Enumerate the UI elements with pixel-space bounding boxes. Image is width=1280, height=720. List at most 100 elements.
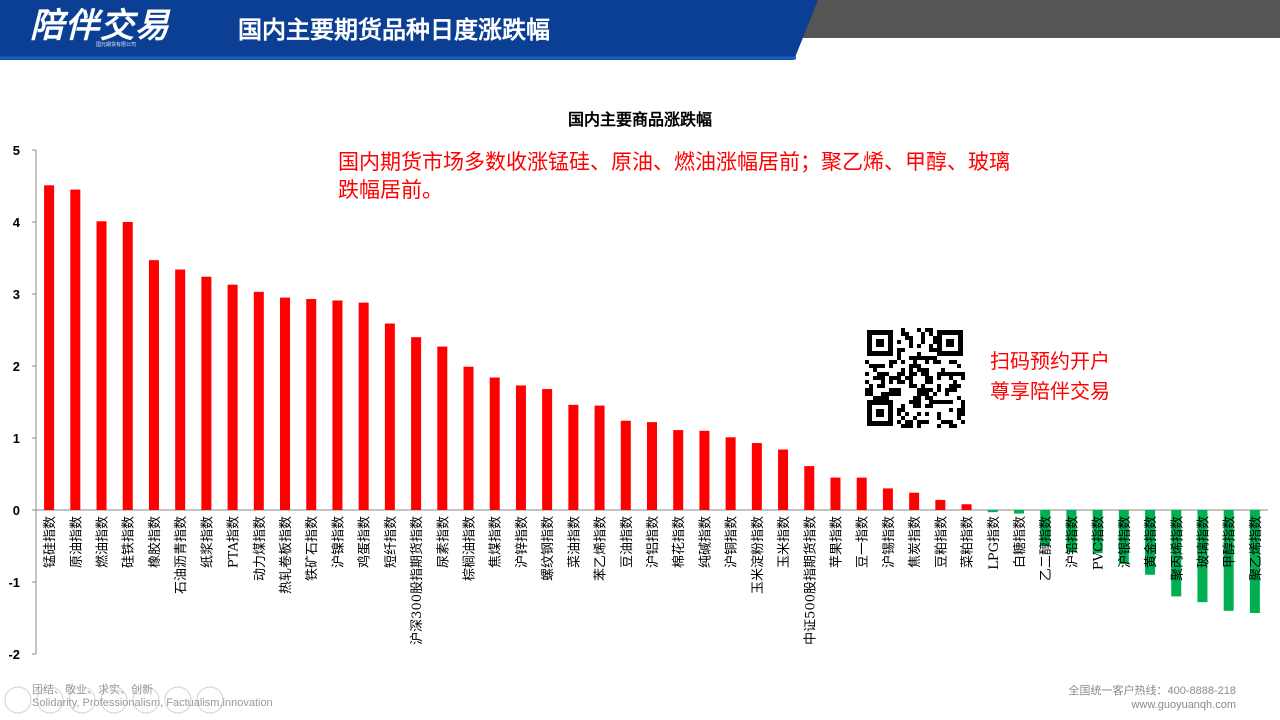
- bar: [489, 377, 500, 510]
- brand-company: 国元期货有限公司: [96, 42, 137, 48]
- bar: [148, 260, 159, 510]
- x-tick-label: 豆油指数: [620, 516, 635, 568]
- qr-caption: 扫码预约开户 尊享陪伴交易: [990, 346, 1110, 406]
- x-tick-label: PTA指数: [227, 516, 242, 568]
- y-tick-label: -2: [8, 647, 20, 662]
- x-tick-label: 沪深300股指期货指数: [409, 516, 425, 645]
- x-tick-label: 焦煤指数: [489, 516, 504, 568]
- hotline: 全国统一客户热线：400-8888-218: [1068, 685, 1236, 697]
- website: www.guoyuanqh.com: [1131, 699, 1236, 711]
- bar: [673, 430, 684, 510]
- x-tick-label: LPG指数: [987, 516, 1002, 570]
- bar: [725, 437, 736, 510]
- x-tick-label: 动力煤指数: [253, 516, 268, 581]
- brand-logo: 陪伴交易 国元期货有限公司: [30, 6, 180, 52]
- bar: [1249, 510, 1260, 613]
- qr-code-icon: [864, 327, 966, 429]
- y-tick-label: 1: [13, 431, 20, 446]
- bar: [437, 346, 448, 510]
- x-tick-label: PVC指数: [1092, 516, 1107, 570]
- bar: [1118, 510, 1129, 564]
- x-tick-label: 热轧卷板指数: [278, 516, 294, 594]
- x-tick-label: 尿素指数: [436, 516, 451, 568]
- x-tick-labels: 锰硅指数 原油指数 燃油指数 硅铁指数 橡胶指数 石油沥青指数 纸浆指数 PTA指数 动力煤指数…: [43, 516, 1264, 645]
- bar: [961, 504, 972, 510]
- bar: [306, 299, 317, 510]
- bar: [1223, 510, 1234, 611]
- bar: [1145, 510, 1156, 575]
- x-tick-label: 石油沥青指数: [174, 516, 189, 594]
- y-tick-label: -1: [8, 575, 20, 590]
- bar: [463, 366, 474, 510]
- page-title: 国内主要期货品种日度涨跌幅: [238, 16, 550, 44]
- x-tick-label: 螺纹钢指数: [541, 516, 556, 581]
- x-tick-label: 沪银指数: [1117, 516, 1133, 568]
- x-tick-label: 棕榈油指数: [463, 516, 478, 581]
- bar: [1197, 510, 1208, 603]
- x-tick-label: 乙二醇指数: [1038, 516, 1054, 581]
- x-tick-label: 玉米指数: [777, 516, 792, 568]
- bar: [70, 189, 81, 510]
- chart-title: 国内主要商品涨跌幅: [567, 110, 712, 129]
- brand-name: 陪伴交易: [30, 6, 170, 46]
- bar: [935, 499, 946, 510]
- x-tick-label: 燃油指数: [95, 516, 111, 568]
- bar: [699, 430, 710, 510]
- x-tick-label: 黄金指数: [1143, 516, 1159, 568]
- x-tick-label: 棉花指数: [671, 516, 687, 568]
- x-tick-label: 豆一指数: [856, 516, 871, 568]
- bar: [358, 302, 369, 510]
- bar: [1092, 510, 1103, 554]
- x-tick-label: 鸡蛋指数: [357, 516, 373, 568]
- bar: [751, 443, 762, 510]
- bar: [96, 221, 107, 510]
- bar: [647, 422, 657, 510]
- y-tick-label: 4: [13, 215, 21, 230]
- x-tick-label: 沪铅指数: [1064, 516, 1080, 568]
- bar: [830, 477, 841, 510]
- x-tick-label: 沪锌指数: [514, 516, 530, 568]
- bar: [856, 477, 867, 510]
- x-tick-label: 硅铁指数: [122, 516, 137, 568]
- bar: [201, 276, 212, 510]
- bar: [227, 284, 238, 510]
- x-tick-label: 苯乙烯指数: [594, 516, 609, 581]
- x-tick-label: 菜粕指数: [961, 516, 976, 568]
- bar: [175, 269, 186, 510]
- motto-en: Solidarity, Professionalism, Factualism,…: [32, 697, 273, 709]
- x-tick-label: 焦炭指数: [908, 516, 923, 568]
- bar: [778, 449, 789, 510]
- y-tick-label: 2: [13, 359, 20, 374]
- x-tick-label: 纯碱指数: [698, 516, 713, 568]
- bar: [987, 510, 998, 513]
- x-tick-label: 玉米淀粉指数: [751, 516, 766, 594]
- x-tick-label: 锰硅指数: [43, 516, 58, 568]
- bar: [882, 488, 893, 510]
- footer-decoration: [4, 686, 224, 714]
- footer-contact: 全国统一客户热线：400-8888-218 www.guoyuanqh.com: [1068, 684, 1236, 712]
- bar: [280, 297, 291, 510]
- x-tick-label: 沪铜指数: [724, 516, 740, 568]
- motto-cn: 团结、敬业、求实、创新: [32, 684, 153, 696]
- bar: [542, 389, 553, 510]
- bar: [804, 466, 815, 510]
- x-tick-label: 玻璃指数: [1196, 516, 1211, 568]
- bar: [253, 291, 264, 510]
- bar: [411, 337, 422, 510]
- bar: [1040, 510, 1051, 546]
- x-tick-label: 聚乙烯指数: [1249, 516, 1264, 581]
- header-gray-stripe: [790, 0, 1280, 38]
- x-tick-label: 短纤指数: [384, 516, 399, 568]
- x-tick-label: 原油指数: [69, 516, 84, 568]
- header-blue-band: [0, 0, 818, 60]
- x-tick-label: 中证500股指期货指数: [802, 516, 818, 645]
- bar: [384, 323, 395, 510]
- bar: [909, 492, 920, 510]
- qr-caption-line1: 扫码预约开户: [990, 349, 1110, 373]
- header-band: 陪伴交易 国元期货有限公司 国内主要期货品种日度涨跌幅: [0, 0, 1280, 60]
- bar: [620, 420, 631, 510]
- x-tick-label: 沪铝指数: [645, 516, 661, 568]
- x-tick-label: 甲醇指数: [1222, 516, 1238, 568]
- x-tick-label: 菜油指数: [567, 516, 582, 568]
